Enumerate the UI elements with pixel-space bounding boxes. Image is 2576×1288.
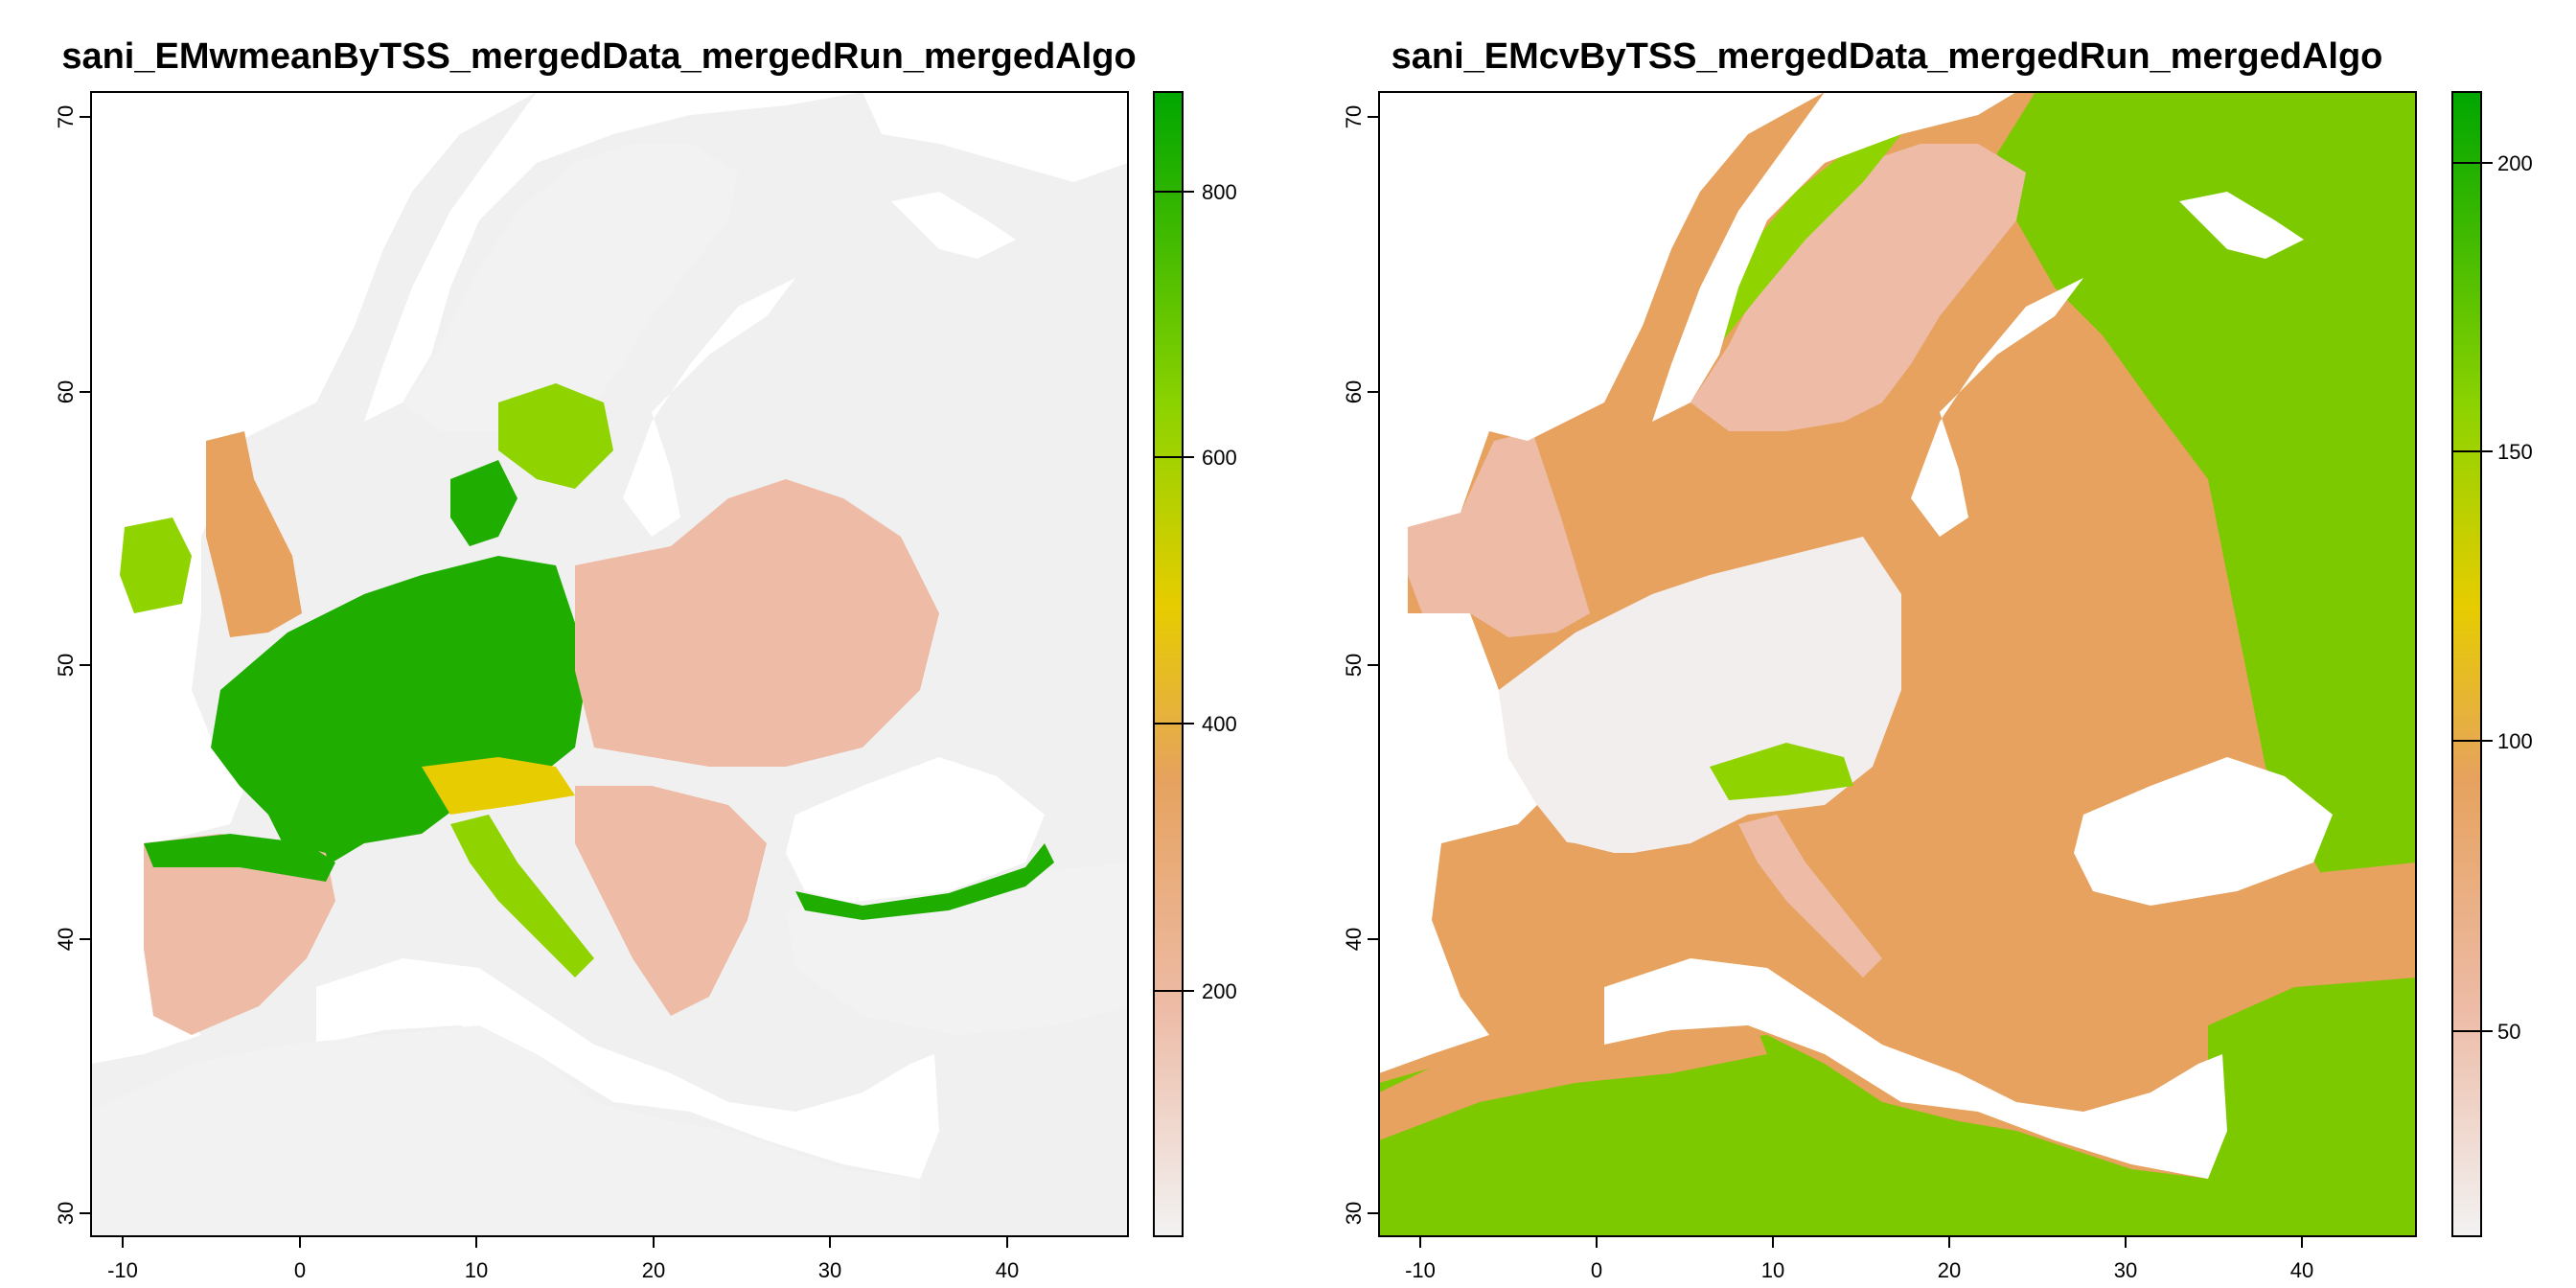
x-tick-label: 10 [1761,1258,1784,1282]
x-axis: -10 0 10 20 30 40 [107,1236,1019,1282]
atlantic-north [364,92,862,422]
alps [1710,743,1853,800]
mediterranean-sea [316,958,939,1179]
baltic-sea [1911,278,2083,537]
map-panel-mean: sani_EMwmeanByTSS_mergedData_mergedRun_m… [54,36,1237,1282]
map-title: sani_EMwmeanByTSS_mergedData_mergedRun_m… [61,36,1137,77]
y-tick-label: 30 [54,1202,78,1225]
eastern-russia [1997,92,2416,958]
map-plot-mean: -10 0 10 20 30 40 30 40 50 60 70 [54,91,1237,1282]
italy [1738,815,1882,978]
south-sweden [498,383,613,489]
x-tick-label: 0 [294,1258,306,1282]
y-tick-label: 40 [1342,928,1366,951]
baltic-sea [623,278,795,537]
black-sea [2074,757,2333,906]
norway-mountains [1700,134,1901,345]
denmark [450,460,518,546]
alps [422,757,575,815]
legend-tick-label: 400 [1202,712,1237,736]
legend-tick-label: 600 [1202,446,1237,470]
x-tick-label: -10 [107,1258,138,1282]
map-area [1378,91,2417,1237]
y-tick-label: 60 [54,380,78,403]
y-axis: 30 40 50 60 70 [1342,105,1379,1225]
legend-tick-label: 150 [2497,440,2533,464]
y-tick-label: 70 [1342,105,1366,128]
barents-coast [862,92,1128,182]
legend-tick-label: 100 [2497,729,2533,753]
legend-tick-label: 200 [1202,979,1237,1003]
atlantic-north [1652,92,2016,422]
central-europe [575,479,939,767]
x-tick-label: 20 [642,1258,665,1282]
x-tick-label: 30 [2114,1258,2137,1282]
legend-tick-label: 800 [1202,180,1237,204]
iberia [144,834,335,1035]
iberia [1432,834,1623,1035]
legend-tick-label: 50 [2497,1020,2520,1044]
map-plot-cv: -10 0 10 20 30 40 30 40 50 60 70 50 1 [1342,91,2533,1282]
atlantic-west [1379,92,1825,1073]
legend-tick-label: 200 [2497,151,2533,175]
north-africa [91,1025,920,1236]
y-tick-label: 70 [54,105,78,128]
north-africa [1379,1035,2208,1236]
x-tick-label: 30 [818,1258,841,1282]
turkey-north-coast [795,843,1054,920]
y-axis: 30 40 50 60 70 [54,105,91,1225]
britain [206,431,302,637]
x-tick-label: 40 [996,1258,1019,1282]
map-title: sani_EMcvByTSS_mergedData_mergedRun_merg… [1391,36,2383,77]
x-tick-label: -10 [1405,1258,1436,1282]
x-tick-label: 0 [1591,1258,1602,1282]
x-axis: -10 0 10 20 30 40 [1405,1236,2313,1282]
mediterranean-sea [1604,958,2227,1179]
color-legend: 200 400 600 800 [1153,91,1237,1237]
y-tick-label: 50 [1342,654,1366,677]
y-tick-label: 40 [54,928,78,951]
map-panel-cv: sani_EMcvByTSS_mergedData_mergedRun_merg… [1288,0,2576,1288]
y-tick-label: 30 [1342,1202,1366,1225]
legend-colorbar [2451,91,2482,1237]
color-legend: 50 100 150 200 [2451,91,2533,1237]
map-area [90,91,1129,1237]
black-sea [786,757,1045,906]
x-tick-label: 40 [2290,1258,2313,1282]
y-tick-label: 60 [1342,380,1366,403]
iberia-north-coast [144,834,335,882]
white-sea [2179,192,2304,259]
scandinavia [1690,144,2026,431]
legend-colorbar [1153,91,1184,1237]
ireland [120,518,192,613]
scandinavia [402,144,738,431]
middle-east [2208,978,2416,1236]
x-tick-label: 10 [465,1258,488,1282]
maghreb-coast [1379,1006,1767,1140]
italy [450,815,594,978]
britain-ireland [1408,431,1590,637]
x-tick-label: 20 [1938,1258,1961,1282]
balkans [575,786,767,1016]
white-sea [891,192,1016,259]
y-tick-label: 50 [54,654,78,677]
atlantic-west [91,92,537,1064]
